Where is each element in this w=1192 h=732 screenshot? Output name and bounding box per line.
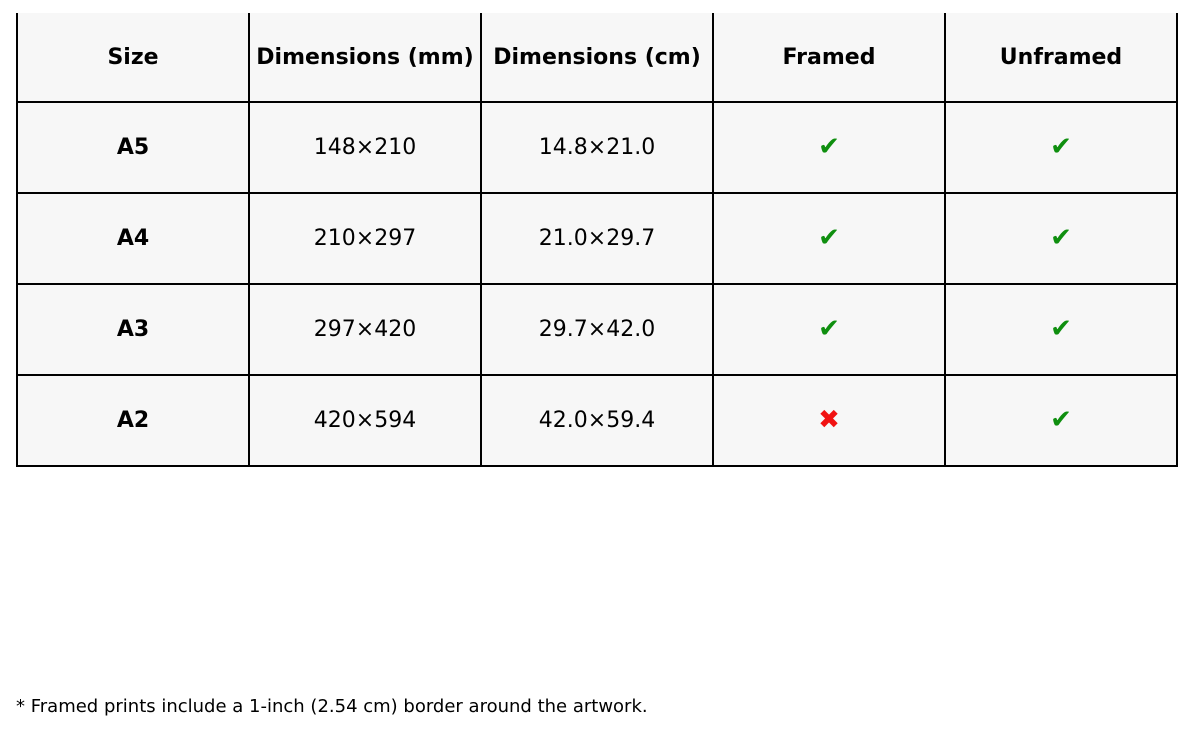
- check-icon: ✔: [818, 314, 840, 344]
- check-icon: ✔: [818, 132, 840, 162]
- column-header-dimensions-cm: Dimensions (cm): [480, 13, 714, 103]
- framed-status-cell: ✔: [712, 192, 946, 285]
- unframed-status-cell: ✔: [944, 101, 1178, 194]
- dimensions-cm-value: 42.0×59.4: [480, 374, 714, 467]
- dimensions-mm-value: 297×420: [248, 283, 482, 376]
- column-header-dimensions-mm: Dimensions (mm): [248, 13, 482, 103]
- check-icon: ✔: [1050, 132, 1072, 162]
- column-header-unframed: Unframed: [944, 13, 1178, 103]
- size-value: A2: [16, 374, 250, 467]
- table-row: A2 420×594 42.0×59.4 ✖ ✔: [16, 374, 1178, 467]
- dimensions-mm-value: 210×297: [248, 192, 482, 285]
- size-value: A5: [16, 101, 250, 194]
- cross-icon: ✖: [818, 405, 840, 435]
- size-value: A4: [16, 192, 250, 285]
- check-icon: ✔: [818, 223, 840, 253]
- unframed-status-cell: ✔: [944, 374, 1178, 467]
- check-icon: ✔: [1050, 223, 1072, 253]
- table-row: A4 210×297 21.0×29.7 ✔ ✔: [16, 192, 1178, 285]
- print-size-table: Size Dimensions (mm) Dimensions (cm) Fra…: [16, 13, 1178, 467]
- framed-status-cell: ✔: [712, 283, 946, 376]
- column-header-framed: Framed: [712, 13, 946, 103]
- table-header-row: Size Dimensions (mm) Dimensions (cm) Fra…: [16, 13, 1178, 103]
- dimensions-mm-value: 148×210: [248, 101, 482, 194]
- check-icon: ✔: [1050, 405, 1072, 435]
- dimensions-cm-value: 14.8×21.0: [480, 101, 714, 194]
- framed-status-cell: ✔: [712, 101, 946, 194]
- framed-status-cell: ✖: [712, 374, 946, 467]
- size-value: A3: [16, 283, 250, 376]
- dimensions-cm-value: 21.0×29.7: [480, 192, 714, 285]
- framed-prints-footnote: * Framed prints include a 1-inch (2.54 c…: [16, 696, 648, 717]
- dimensions-mm-value: 420×594: [248, 374, 482, 467]
- unframed-status-cell: ✔: [944, 283, 1178, 376]
- check-icon: ✔: [1050, 314, 1072, 344]
- column-header-size: Size: [16, 13, 250, 103]
- table-row: A5 148×210 14.8×21.0 ✔ ✔: [16, 101, 1178, 194]
- unframed-status-cell: ✔: [944, 192, 1178, 285]
- table-row: A3 297×420 29.7×42.0 ✔ ✔: [16, 283, 1178, 376]
- dimensions-cm-value: 29.7×42.0: [480, 283, 714, 376]
